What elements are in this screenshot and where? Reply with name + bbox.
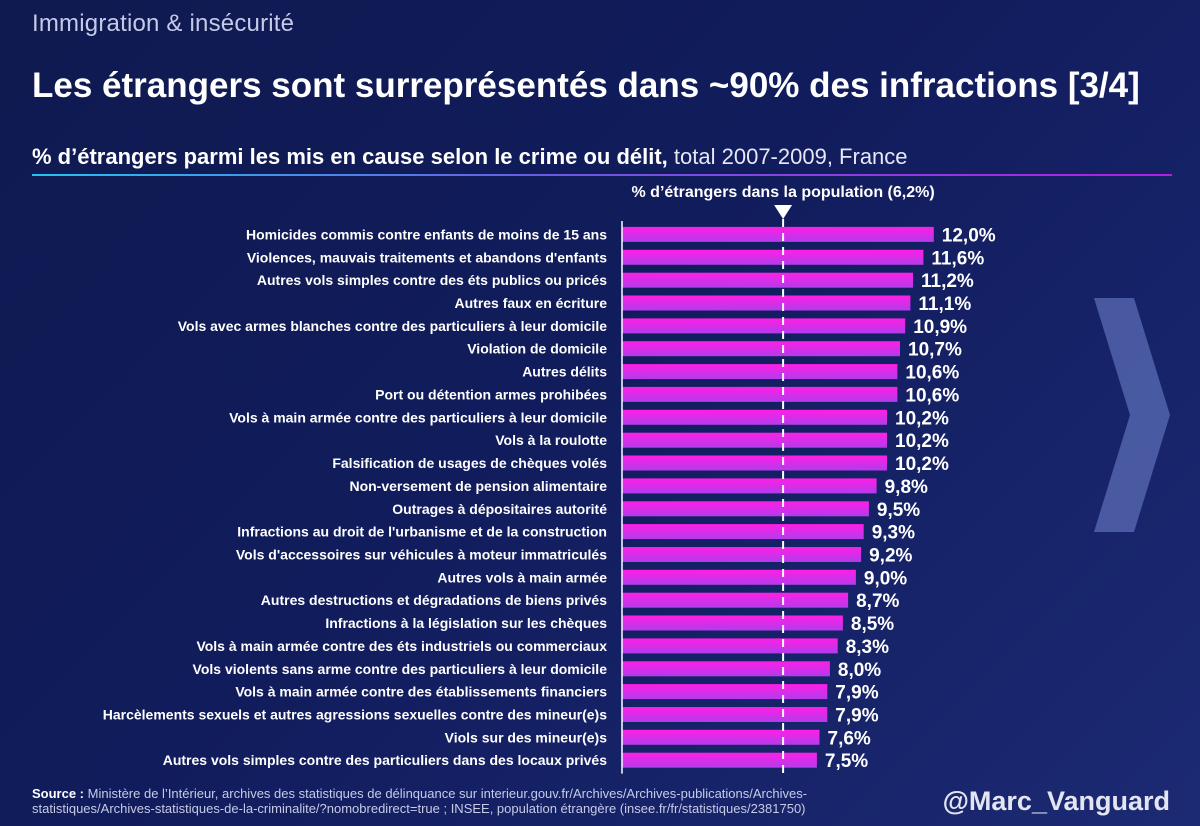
category-label: Vols à main armée contre des éts industr… — [196, 638, 607, 654]
category-label: Vols à main armée contre des particulier… — [229, 409, 607, 425]
bar — [622, 524, 864, 540]
value-label: 10,2% — [895, 408, 949, 429]
value-label: 10,6% — [905, 363, 959, 384]
category-label: Viols sur des mineur(e)s — [445, 729, 608, 745]
chevron-right-icon[interactable] — [1086, 290, 1178, 540]
value-label: 10,2% — [895, 431, 949, 452]
value-label: 12,0% — [942, 225, 996, 246]
category-label: Autres vols simples contre des éts publi… — [257, 272, 607, 288]
value-label: 7,5% — [825, 751, 868, 772]
category-label: Non-versement de pension alimentaire — [349, 478, 607, 494]
value-labels: 12,0%11,6%11,2%11,1%10,9%10,7%10,6%10,6%… — [825, 225, 996, 772]
value-label: 10,7% — [908, 340, 962, 361]
value-label: 8,3% — [846, 637, 889, 658]
value-label: 7,9% — [835, 683, 878, 704]
bar — [622, 432, 887, 448]
bar — [622, 592, 849, 608]
category-label: Harcèlements sexuels et autres agression… — [103, 707, 607, 723]
category-label: Vols d'accessoires sur véhicules à moteu… — [236, 547, 607, 563]
value-label: 10,2% — [895, 454, 949, 475]
bar — [622, 501, 869, 517]
value-label: 8,5% — [851, 614, 894, 635]
category-label: Autres destructions et dégradations de b… — [261, 592, 607, 608]
bar — [622, 638, 838, 654]
chart-subtitle-bold: % d’étrangers parmi les mis en cause sel… — [32, 144, 668, 169]
value-label: 8,0% — [838, 660, 881, 681]
category-label: Homicides commis contre enfants de moins… — [246, 226, 607, 242]
value-label: 9,2% — [869, 546, 912, 567]
value-label: 10,9% — [913, 317, 967, 338]
kicker-title: Immigration & insécurité — [32, 10, 295, 37]
value-label: 9,0% — [864, 568, 907, 589]
bar — [622, 364, 898, 380]
category-label: Violences, mauvais traitements et abando… — [247, 249, 607, 265]
bar — [622, 341, 900, 357]
source-label: Source : — [32, 786, 85, 801]
bar — [622, 249, 924, 265]
reference-line-label: % d’étrangers dans la population (6,2%) — [632, 184, 935, 201]
bar — [622, 386, 898, 402]
category-label: Falsification de usages de chèques volés — [332, 455, 607, 471]
triangle-down-icon — [774, 205, 793, 219]
bar — [622, 318, 906, 334]
source-text: Ministère de l’Intérieur, archives des s… — [32, 786, 808, 816]
page-title: Les étrangers sont surreprésentés dans ~… — [32, 66, 1140, 105]
value-label: 9,8% — [885, 477, 928, 498]
category-label: Autres délits — [522, 364, 607, 380]
bar — [622, 729, 820, 745]
bar — [622, 569, 856, 585]
category-label: Port ou détention armes prohibées — [375, 386, 607, 402]
category-label: Violation de domicile — [467, 341, 607, 357]
category-label: Infractions au droit de l'urbanisme et d… — [237, 524, 607, 540]
value-label: 11,6% — [931, 248, 984, 269]
value-label: 7,6% — [828, 728, 871, 749]
category-label: Autres vols à main armée — [437, 569, 607, 585]
category-label: Vols violents sans arme contre des parti… — [193, 661, 608, 677]
category-label: Autres vols simples contre des particuli… — [163, 752, 608, 768]
category-label: Outrages à dépositaires autorité — [392, 501, 607, 517]
bar — [622, 661, 830, 677]
value-label: 11,1% — [918, 294, 971, 315]
title-underline — [32, 174, 1172, 176]
category-label: Infractions à la législation sur les chè… — [325, 615, 607, 631]
chart-subtitle-light: total 2007-2009, France — [667, 144, 908, 169]
value-label: 9,5% — [877, 500, 920, 521]
category-label: Autres faux en écriture — [455, 295, 608, 311]
author-handle: @Marc_Vanguard — [942, 786, 1170, 816]
category-label: Vols à main armée contre des établisseme… — [235, 684, 607, 700]
source-note: Source : Ministère de l’Intérieur, archi… — [32, 786, 912, 816]
bar — [622, 752, 817, 768]
bar — [622, 684, 828, 700]
bars-group — [622, 226, 934, 768]
bar — [622, 478, 877, 494]
bar — [622, 226, 934, 242]
category-label: Vols avec armes blanches contre des part… — [178, 318, 607, 334]
value-label: 10,6% — [905, 385, 959, 406]
category-label: Vols à la roulotte — [495, 432, 607, 448]
value-label: 9,3% — [872, 523, 915, 544]
bar — [622, 409, 887, 425]
bar — [622, 707, 828, 722]
bar — [622, 455, 887, 471]
bar — [622, 615, 843, 631]
bar — [622, 547, 862, 562]
bar — [622, 272, 913, 288]
value-label: 7,9% — [835, 706, 878, 727]
bar — [622, 295, 911, 311]
value-label: 11,2% — [921, 271, 974, 292]
value-label: 8,7% — [856, 591, 899, 612]
chart-subtitle: % d’étrangers parmi les mis en cause sel… — [32, 144, 908, 170]
category-labels: Homicides commis contre enfants de moins… — [103, 226, 607, 768]
